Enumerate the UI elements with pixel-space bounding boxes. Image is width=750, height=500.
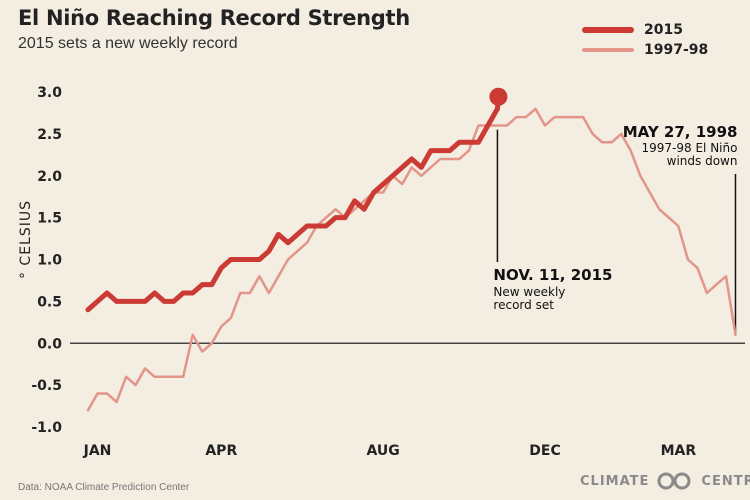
y-tick-label: 2.5 <box>37 127 62 143</box>
x-tick-label: JAN <box>83 443 112 459</box>
y-tick-label: -0.5 <box>31 378 62 394</box>
y-tick-label: 0.0 <box>37 336 62 352</box>
x-tick-label: DEC <box>529 443 560 459</box>
series-end-stem-2015 <box>494 94 501 112</box>
annotation-text-may-1998: 1997-98 El Niño <box>642 141 738 155</box>
y-tick-label: 2.0 <box>37 169 62 185</box>
y-tick-label: 1.0 <box>37 253 62 269</box>
y-tick-label: 3.0 <box>37 85 62 101</box>
legend-swatch-2015 <box>582 27 634 33</box>
series-line-2015 <box>85 106 500 313</box>
brand-left: CLIMATE <box>580 473 650 489</box>
annotation-text-may-1998: winds down <box>667 154 738 168</box>
series-line-1997-98 <box>86 107 737 412</box>
annotation-text-nov-2015: record set <box>493 298 554 312</box>
y-axis-label: ° CELSIUS <box>18 200 34 279</box>
y-tick-label: 0.5 <box>37 294 62 310</box>
x-tick-label: APR <box>205 443 237 459</box>
legend-item-2015: 2015 <box>582 22 683 38</box>
legend-label-2015: 2015 <box>644 22 683 38</box>
y-tick-label: -1.0 <box>31 420 62 436</box>
linked-rings-icon <box>657 472 691 490</box>
legend-label-1997-98: 1997-98 <box>644 42 709 58</box>
annotation-title-nov-2015: NOV. 11, 2015 <box>493 266 612 284</box>
legend-item-1997-98: 1997-98 <box>582 42 708 58</box>
chart-subtitle: 2015 sets a new weekly record <box>18 35 238 52</box>
annotation-text-nov-2015: New weekly <box>493 285 565 299</box>
brand-right: CENTRAL <box>701 473 750 489</box>
y-tick-label: 1.5 <box>37 211 62 227</box>
annotation-title-may-1998: MAY 27, 1998 <box>623 123 738 141</box>
chart-title: El Niño Reaching Record Strength <box>18 6 410 30</box>
brand-logo: CLIMATE CENTRAL <box>580 472 750 490</box>
data-source: Data: NOAA Climate Prediction Center <box>18 482 190 493</box>
x-tick-label: MAR <box>661 443 697 459</box>
x-tick-label: AUG <box>367 443 400 459</box>
legend-swatch-1997-98 <box>582 48 634 52</box>
